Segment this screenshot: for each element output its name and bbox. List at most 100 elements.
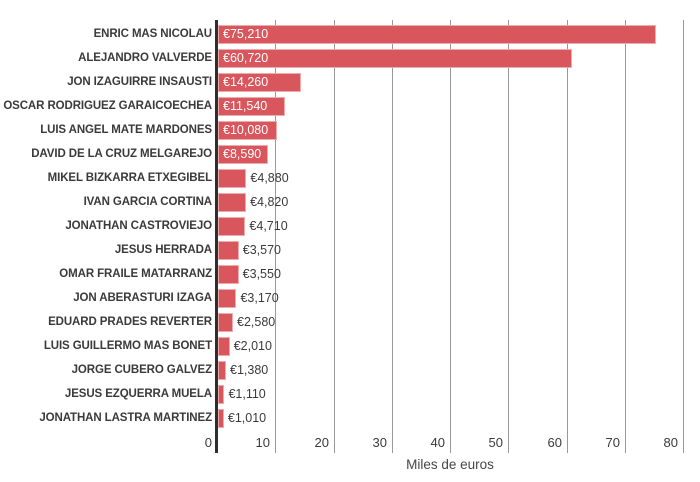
bar-row: OSCAR RODRIGUEZ GARAICOECHEA €11,540 <box>0 94 700 118</box>
bar-track: €8,590 <box>218 142 700 166</box>
bar-track: €3,170 <box>218 286 700 310</box>
value-label: €3,170 <box>240 290 279 305</box>
bar <box>218 312 234 332</box>
bar-track: €2,010 <box>218 334 700 358</box>
bar-track: €1,010 <box>218 406 700 430</box>
category-label: JESUS EZQUERRA MUELA <box>64 388 212 400</box>
bar-track: €4,710 <box>218 214 700 238</box>
value-label: €14,260 <box>223 74 269 89</box>
bar-track: €3,570 <box>218 238 700 262</box>
x-tick-label-60: 60 <box>547 435 562 450</box>
value-label: €1,380 <box>230 362 269 377</box>
value-label: €75,210 <box>223 26 269 41</box>
gridline-50 <box>508 20 509 453</box>
bar-row: JON IZAGUIRRE INSAUSTI €14,260 <box>0 70 700 94</box>
bar <box>218 360 227 380</box>
bar <box>218 96 286 116</box>
bar-track: €14,260 <box>218 70 700 94</box>
category-label: JESUS HERRADA <box>114 244 212 256</box>
bar <box>218 408 224 428</box>
value-label: €3,570 <box>242 242 282 257</box>
bar <box>218 384 225 404</box>
x-tick-label-0: 0 <box>204 435 212 450</box>
bar-row: JONATHAN LASTRA MARTINEZ €1,010 <box>0 406 700 430</box>
gridline-70 <box>625 20 626 453</box>
category-label: ENRIC MAS NICOLAU <box>93 28 213 40</box>
x-tick-label-70: 70 <box>605 435 620 450</box>
value-label: €4,710 <box>249 218 288 233</box>
category-label: IVAN GARCIA CORTINA <box>83 196 213 208</box>
value-label: €2,010 <box>233 338 272 353</box>
bar-row: JESUS HERRADA €3,570 <box>0 238 700 262</box>
bar-track: €4,880 <box>218 166 700 190</box>
y-axis-line <box>215 20 218 453</box>
x-axis-title: Miles de euros <box>406 457 494 472</box>
bar-track: €3,550 <box>218 262 700 286</box>
value-label: €10,080 <box>223 122 269 137</box>
value-label: €1,110 <box>228 386 266 401</box>
category-label: EDUARD PRADES REVERTER <box>48 316 212 328</box>
bar-row: ENRIC MAS NICOLAU €75,210 <box>0 22 700 46</box>
category-label: JONATHAN LASTRA MARTINEZ <box>39 412 212 424</box>
bar-row: JON ABERASTURI IZAGA €3,170 <box>0 286 700 310</box>
x-tick-label-30: 30 <box>372 435 387 450</box>
gridline-60 <box>567 20 568 453</box>
category-label: MIKEL BIZKARRA ETXEGIBEL <box>47 172 212 184</box>
bar-track: €60,720 <box>218 46 700 70</box>
x-tick-label-80: 80 <box>663 435 678 450</box>
bar-row: EDUARD PRADES REVERTER €2,580 <box>0 310 700 334</box>
bar-track: €2,580 <box>218 310 700 334</box>
bar <box>218 264 239 284</box>
category-label: JON ABERASTURI IZAGA <box>73 292 212 304</box>
bar <box>218 48 572 68</box>
bar-track: €1,110 <box>218 382 700 406</box>
category-label: JORGE CUBERO GALVEZ <box>71 364 212 376</box>
bar-track: €1,380 <box>218 358 700 382</box>
x-tick-label-50: 50 <box>488 435 503 450</box>
gridline-40 <box>450 20 451 453</box>
bar-track: €75,210 <box>218 22 700 46</box>
x-tick-label-10: 10 <box>255 435 270 450</box>
bar-row: JORGE CUBERO GALVEZ €1,380 <box>0 358 700 382</box>
bar-row: JESUS EZQUERRA MUELA €1,110 <box>0 382 700 406</box>
bar-row: DAVID DE LA CRUZ MELGAREJO €8,590 <box>0 142 700 166</box>
category-label: JON IZAGUIRRE INSAUSTI <box>67 76 212 88</box>
category-label: ALEJANDRO VALVERDE <box>78 52 212 64</box>
bar-track: €10,080 <box>218 118 700 142</box>
bar-row: MIKEL BIZKARRA ETXEGIBEL €4,880 <box>0 166 700 190</box>
bar-row: LUIS ANGEL MATE MARDONES €10,080 <box>0 118 700 142</box>
bars-area: ENRIC MAS NICOLAU €75,210 ALEJANDRO VALVER… <box>0 22 700 430</box>
category-label: OSCAR RODRIGUEZ GARAICOECHEA <box>3 100 212 112</box>
bar <box>218 336 230 356</box>
bar <box>218 240 239 260</box>
x-tick-label-40: 40 <box>430 435 445 450</box>
value-label: €1,010 <box>227 410 267 425</box>
x-tick-label-20: 20 <box>314 435 329 450</box>
bar <box>218 168 247 188</box>
bar <box>218 144 269 164</box>
gridline-10 <box>275 20 276 453</box>
bar <box>218 192 247 212</box>
value-label: €8,590 <box>223 146 262 161</box>
gridline-30 <box>392 20 393 453</box>
value-label: €60,720 <box>223 50 269 65</box>
bar <box>218 120 277 140</box>
bar-row: ALEJANDRO VALVERDE €60,720 <box>0 46 700 70</box>
bar <box>218 24 657 44</box>
category-label: OMAR FRAILE MATARRANZ <box>59 268 212 280</box>
bar-row: LUIS GUILLERMO MAS BONET €2,010 <box>0 334 700 358</box>
bar <box>218 72 302 92</box>
value-label: €11,540 <box>223 98 268 113</box>
plot-area <box>215 20 684 453</box>
category-label: LUIS ANGEL MATE MARDONES <box>40 124 212 136</box>
bar-track: €11,540 <box>218 94 700 118</box>
category-label: JONATHAN CASTROVIEJO <box>65 220 212 232</box>
gridline-20 <box>334 20 335 453</box>
value-label: €3,550 <box>242 266 281 281</box>
gridline-80 <box>683 20 684 453</box>
category-label: LUIS GUILLERMO MAS BONET <box>43 340 212 352</box>
value-label: €4,820 <box>250 194 289 209</box>
category-label: DAVID DE LA CRUZ MELGAREJO <box>31 148 212 160</box>
bar <box>218 216 246 236</box>
